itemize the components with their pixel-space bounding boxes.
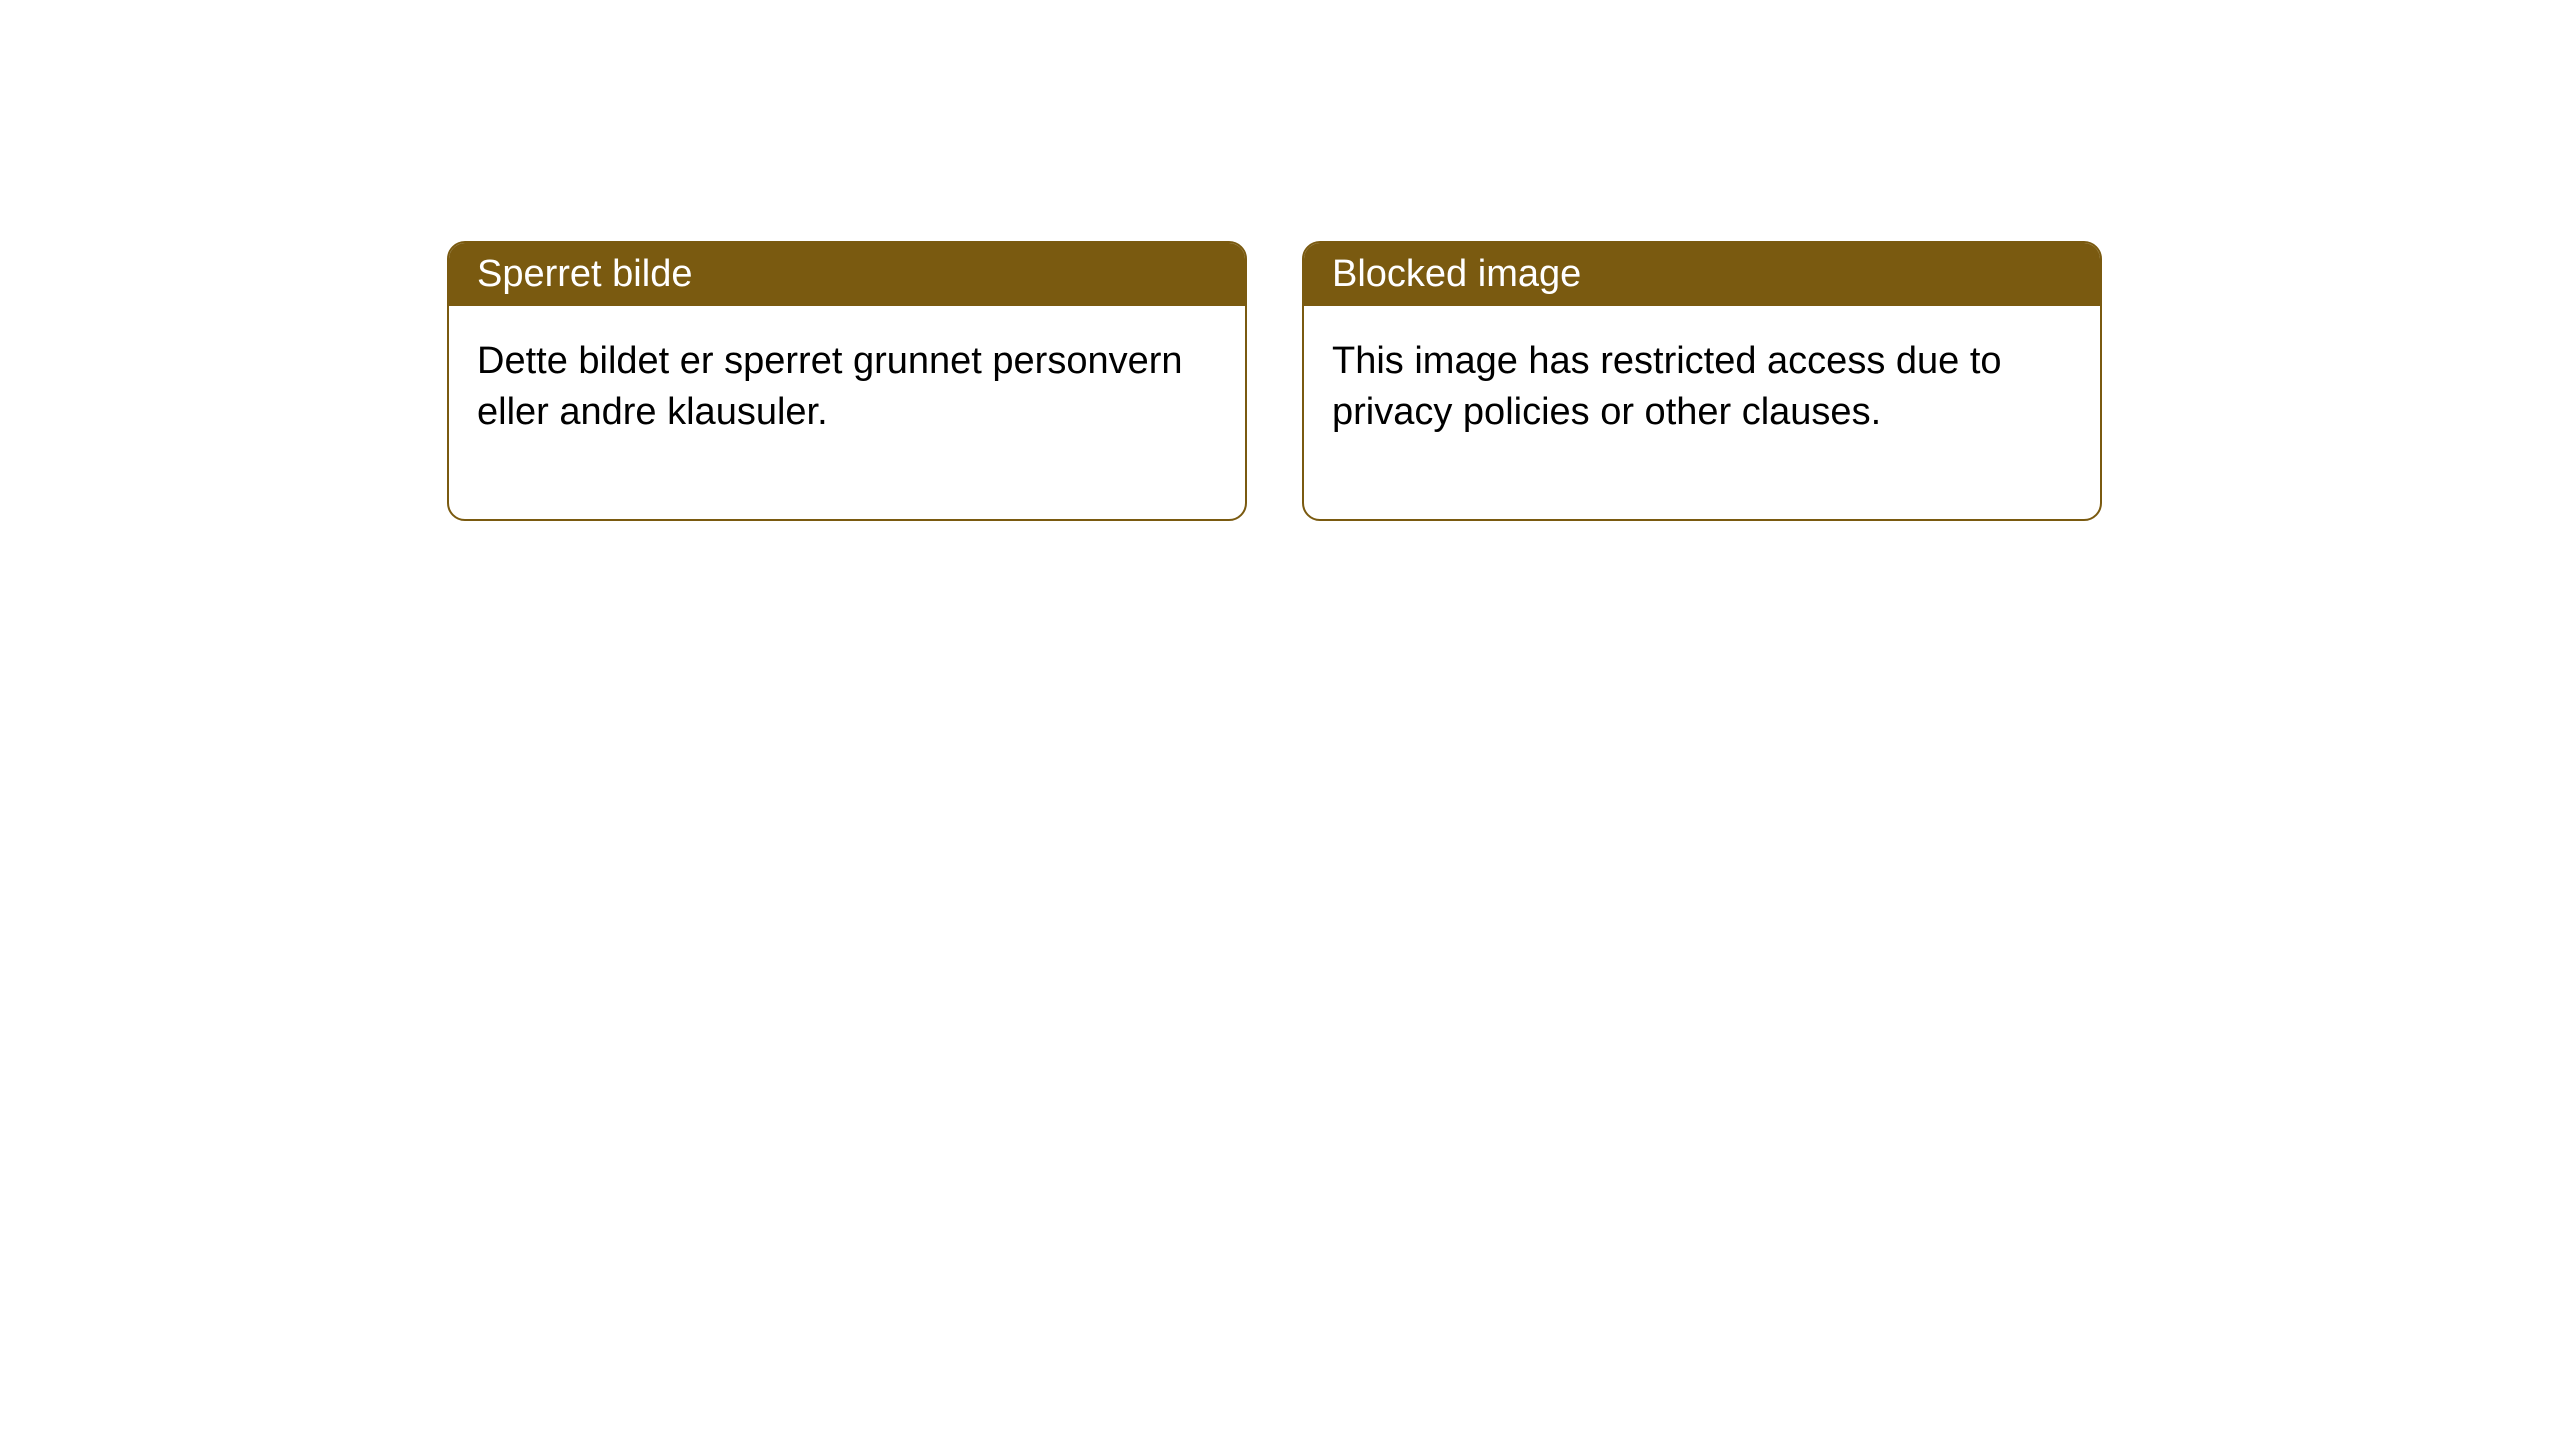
notice-body: This image has restricted access due to … [1304,306,2100,519]
notice-header: Blocked image [1304,243,2100,306]
notice-body: Dette bildet er sperret grunnet personve… [449,306,1245,519]
notice-header: Sperret bilde [449,243,1245,306]
notice-body-text: This image has restricted access due to … [1332,340,2002,433]
notice-body-text: Dette bildet er sperret grunnet personve… [477,340,1183,433]
notice-container: Sperret bilde Dette bildet er sperret gr… [0,0,2560,521]
notice-card-norwegian: Sperret bilde Dette bildet er sperret gr… [447,241,1247,521]
notice-title: Sperret bilde [477,253,692,295]
notice-card-english: Blocked image This image has restricted … [1302,241,2102,521]
notice-title: Blocked image [1332,253,1581,295]
